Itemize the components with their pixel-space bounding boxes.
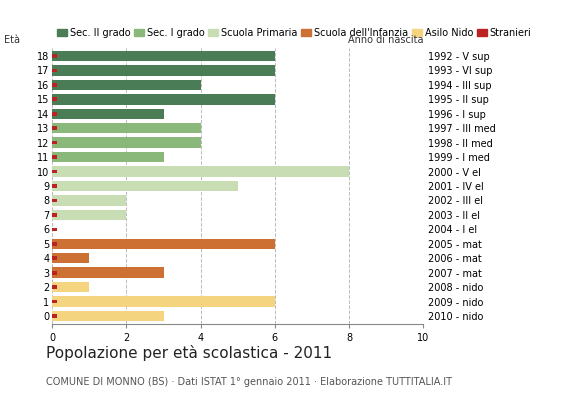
Bar — [52, 256, 57, 260]
Bar — [52, 98, 57, 101]
Bar — [52, 94, 275, 104]
Text: Anno di nascita: Anno di nascita — [348, 35, 423, 45]
Text: COMUNE DI MONNO (BS) · Dati ISTAT 1° gennaio 2011 · Elaborazione TUTTITALIA.IT: COMUNE DI MONNO (BS) · Dati ISTAT 1° gen… — [46, 377, 452, 387]
Bar — [52, 199, 57, 202]
Bar — [52, 155, 57, 159]
Legend: Sec. II grado, Sec. I grado, Scuola Primaria, Scuola dell'Infanzia, Asilo Nido, : Sec. II grado, Sec. I grado, Scuola Prim… — [57, 28, 531, 38]
Bar — [52, 112, 57, 116]
Bar — [52, 253, 89, 264]
Text: Età: Età — [4, 35, 20, 45]
Bar — [52, 123, 201, 134]
Bar — [52, 166, 349, 177]
Bar — [52, 170, 57, 173]
Bar — [52, 228, 57, 231]
Bar — [52, 314, 57, 318]
Bar — [52, 51, 275, 61]
Bar — [52, 65, 275, 76]
Bar — [52, 108, 164, 119]
Text: Popolazione per età scolastica - 2011: Popolazione per età scolastica - 2011 — [46, 345, 332, 361]
Bar — [52, 282, 89, 292]
Bar — [52, 54, 57, 58]
Bar — [52, 181, 238, 191]
Bar — [52, 80, 201, 90]
Bar — [52, 138, 201, 148]
Bar — [52, 68, 57, 72]
Bar — [52, 238, 275, 249]
Bar — [52, 126, 57, 130]
Bar — [52, 268, 164, 278]
Bar — [52, 213, 57, 217]
Bar — [52, 210, 126, 220]
Bar — [52, 311, 164, 321]
Bar — [52, 184, 57, 188]
Bar — [52, 83, 57, 87]
Bar — [52, 141, 57, 144]
Bar — [52, 242, 57, 246]
Bar — [52, 152, 164, 162]
Bar — [52, 195, 126, 206]
Bar — [52, 300, 57, 304]
Bar — [52, 296, 275, 307]
Bar — [52, 285, 57, 289]
Bar — [52, 271, 57, 274]
